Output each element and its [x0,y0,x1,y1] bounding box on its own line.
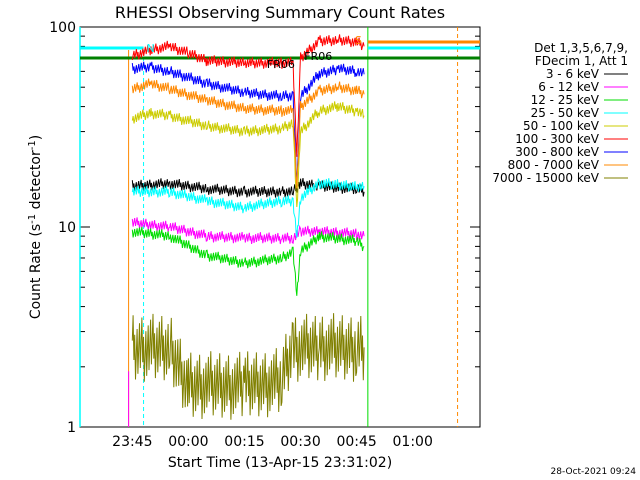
y-axis-label: Count Rate (s-1 detector-1) [27,135,44,319]
series-line [131,226,365,296]
series-line [131,178,365,238]
y-tick-label: 100 [49,20,76,36]
series-line [131,34,365,157]
footer-date: 28-Oct-2021 09:24 [551,467,637,477]
night-label: N [147,42,155,55]
x-axis-ticks: 23:45 00:00 00:15 00:30 00:45 01:00 [112,434,433,450]
series-lines [131,34,365,420]
y-axis-ticks: 1 10 100 [49,20,480,436]
chart-title: RHESSI Observing Summary Count Rates [115,3,445,22]
fr-label-2: FR06 [304,50,332,63]
legend-header-1: Det 1,3,5,6,7,9, [534,41,628,55]
x-tick-label: 00:30 [280,434,320,450]
x-tick-label: 00:15 [224,434,264,450]
legend-label: 7000 - 15000 keV [492,171,599,185]
legend-label: 3 - 6 keV [546,67,600,81]
event-markers [79,27,480,427]
x-tick-label: 00:00 [168,434,208,450]
legend-label: 6 - 12 keV [538,80,600,94]
series-line [131,101,365,208]
y-tick-label: 1 [67,420,76,436]
y-tick-label: 10 [58,220,76,236]
legend-label: 50 - 100 keV [523,119,600,133]
series-line [131,313,365,420]
legend-label: 800 - 7000 keV [508,158,600,172]
x-tick-label: 00:45 [336,434,376,450]
legend-header-2: FDecim 1, Att 1 [535,54,628,68]
series-line [131,217,365,245]
legend-label: 25 - 50 keV [531,106,600,120]
legend-label: 12 - 25 keV [531,93,600,107]
x-tick-label: 23:45 [112,434,152,450]
legend: Det 1,3,5,6,7,9, FDecim 1, Att 1 3 - 6 k… [492,41,628,185]
series-line [131,178,365,198]
fr-label-1: FR06 [267,58,295,71]
legend-label: 100 - 300 keV [515,132,599,146]
series-line [131,78,365,189]
saa-label: S [355,34,362,47]
x-axis-label: Start Time (13-Apr-15 23:31:02) [168,455,392,471]
series-line [131,61,365,187]
legend-label: 300 - 800 keV [515,145,599,159]
x-tick-label: 01:00 [393,434,433,450]
